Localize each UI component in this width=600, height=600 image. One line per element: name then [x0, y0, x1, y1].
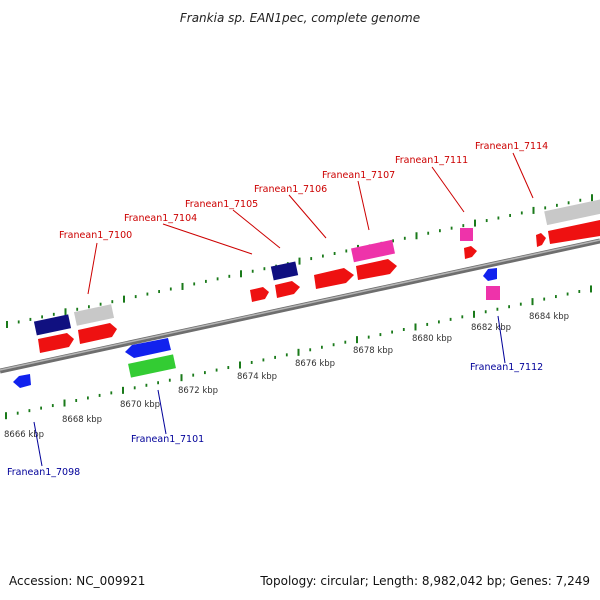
feature-red-arrow[interactable]: [464, 246, 477, 259]
kbp-label: 8672 kbp: [178, 386, 218, 396]
lower-tick-track: [5, 285, 592, 420]
map-title: Frankia sp. EAN1pec, complete genome: [180, 11, 420, 25]
feature-red-arrow[interactable]: [250, 287, 269, 302]
feature-blue-arrow[interactable]: [13, 374, 31, 388]
gene-label[interactable]: Franean1_7098: [7, 467, 80, 478]
feature-navy[interactable]: [33, 314, 72, 336]
feature-red-arrow[interactable]: [78, 323, 117, 344]
gene-label[interactable]: Franean1_7112: [470, 362, 543, 373]
kbp-labels: 8666 kbp 8668 kbp 8670 kbp 8672 kbp 8674…: [4, 312, 569, 440]
genome-backbone: [0, 238, 600, 374]
gene-label[interactable]: Franean1_7105: [185, 199, 258, 210]
accession-label: Accession: NC_009921: [9, 574, 146, 588]
gene-label[interactable]: Franean1_7101: [131, 434, 204, 445]
feature-magenta[interactable]: [460, 228, 473, 241]
gene-callout-lines: [33, 152, 534, 467]
gene-label[interactable]: Franean1_7111: [395, 155, 468, 166]
gene-label[interactable]: Franean1_7106: [254, 184, 327, 195]
feature-magenta[interactable]: [486, 286, 500, 300]
topology-label: Topology: circular; Length: 8,982,042 bp…: [260, 574, 590, 588]
feature-navy[interactable]: [270, 261, 299, 281]
callout-line: [512, 152, 534, 199]
gene-labels: Franean1_7100 Franean1_7104 Franean1_710…: [7, 141, 548, 478]
callout-line: [33, 421, 43, 467]
feature-gray[interactable]: [544, 198, 600, 226]
genome-backbone-highlight: [0, 239, 600, 371]
callout-line: [232, 209, 281, 249]
kbp-label: 8666 kbp: [4, 430, 44, 440]
gene-label[interactable]: Franean1_7100: [59, 230, 132, 241]
callout-line: [497, 315, 506, 364]
feature-green[interactable]: [128, 354, 176, 378]
gene-label[interactable]: Franean1_7107: [322, 170, 395, 181]
feature-red-arrow[interactable]: [275, 281, 300, 298]
feature-blue-arrow[interactable]: [483, 268, 497, 281]
feature-gray[interactable]: [73, 304, 115, 326]
lower-features: [13, 268, 500, 388]
kbp-label: 8674 kbp: [237, 372, 277, 382]
kbp-label: 8678 kbp: [353, 346, 393, 356]
upper-features: [33, 198, 600, 353]
callout-line: [87, 242, 98, 295]
kbp-label: 8670 kbp: [120, 400, 160, 410]
gene-label[interactable]: Franean1_7114: [475, 141, 548, 152]
feature-blue-arrow[interactable]: [125, 338, 171, 358]
kbp-label: 8684 kbp: [529, 312, 569, 322]
upper-tick-track: [6, 194, 593, 328]
feature-magenta[interactable]: [351, 239, 395, 263]
kbp-label: 8682 kbp: [471, 323, 511, 333]
feature-red-arrow[interactable]: [536, 233, 546, 247]
feature-red-arrow[interactable]: [314, 268, 354, 289]
callout-line: [357, 180, 370, 231]
callout-line: [431, 166, 465, 213]
kbp-label: 8676 kbp: [295, 359, 335, 369]
kbp-label: 8680 kbp: [412, 334, 452, 344]
gene-label[interactable]: Franean1_7104: [124, 213, 197, 224]
callout-line: [157, 389, 167, 435]
feature-red-arrow[interactable]: [356, 259, 397, 280]
callout-line: [288, 194, 327, 239]
feature-red-arrow[interactable]: [548, 220, 600, 244]
callout-line: [162, 223, 253, 255]
feature-red-arrow[interactable]: [38, 333, 74, 353]
kbp-label: 8668 kbp: [62, 415, 102, 425]
